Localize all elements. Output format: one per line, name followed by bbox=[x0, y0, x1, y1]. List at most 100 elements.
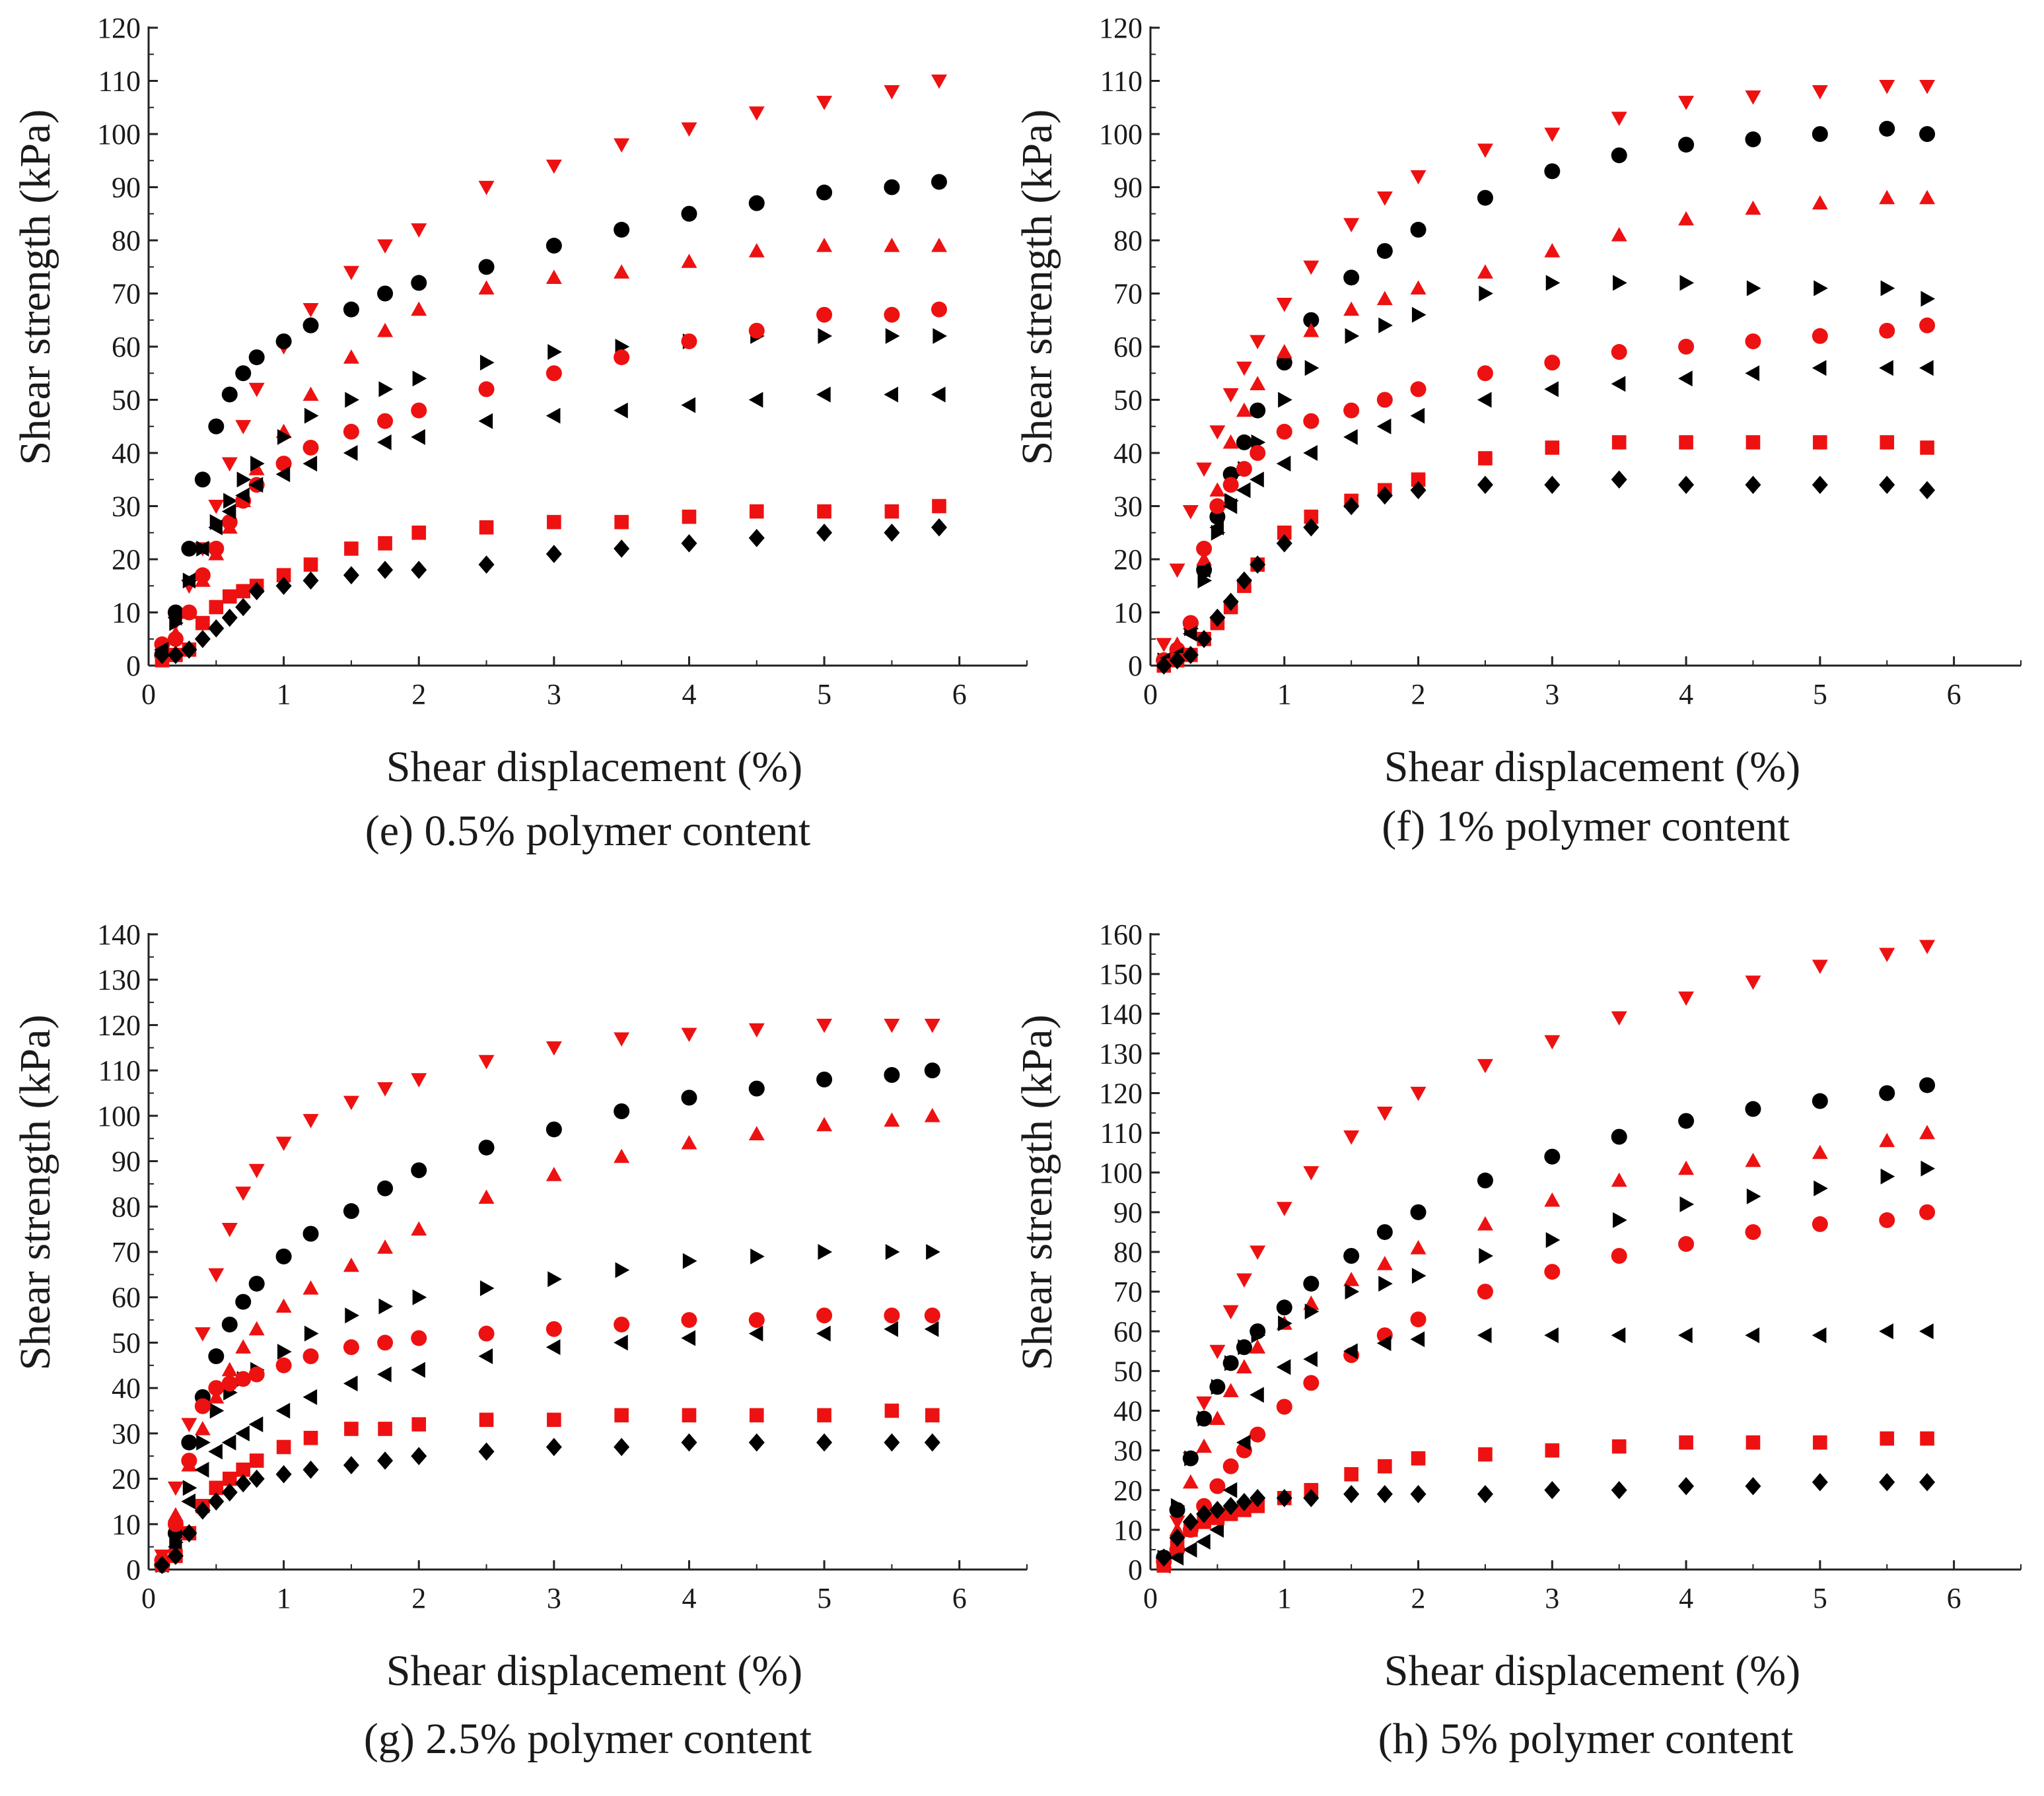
y-tick-label: 40 bbox=[112, 1372, 141, 1404]
data-point bbox=[614, 514, 629, 530]
data-point bbox=[1376, 1106, 1393, 1121]
y-tick-label: 60 bbox=[112, 331, 141, 363]
data-point bbox=[478, 180, 495, 195]
data-point bbox=[1211, 1379, 1226, 1395]
data-point bbox=[235, 1474, 252, 1493]
data-point bbox=[816, 1071, 833, 1088]
data-point bbox=[1812, 126, 1828, 142]
data-point bbox=[748, 1325, 763, 1342]
data-point bbox=[1919, 940, 1936, 955]
data-point bbox=[1745, 90, 1761, 105]
data-point bbox=[343, 1095, 359, 1111]
data-point bbox=[1921, 291, 1936, 307]
data-point bbox=[343, 1375, 358, 1392]
data-point bbox=[1303, 1276, 1320, 1292]
data-point bbox=[275, 576, 292, 596]
data-point bbox=[302, 386, 319, 401]
series-s5 bbox=[1156, 1204, 1936, 1570]
data-point bbox=[344, 1422, 359, 1436]
y-tick-label: 70 bbox=[112, 1236, 141, 1268]
data-point bbox=[1545, 275, 1561, 291]
data-point bbox=[302, 1461, 319, 1479]
data-point bbox=[1611, 1128, 1627, 1145]
data-point bbox=[1919, 190, 1936, 205]
data-point bbox=[1477, 264, 1493, 279]
data-point bbox=[1182, 1474, 1199, 1489]
data-point bbox=[1545, 1231, 1561, 1248]
data-point bbox=[248, 477, 264, 493]
data-point bbox=[478, 280, 495, 295]
chart-panel-h: 0102030405060708090100110120130140150160… bbox=[1013, 918, 2022, 1763]
data-point bbox=[1250, 1339, 1266, 1354]
data-point bbox=[1378, 317, 1393, 333]
y-tick-label: 70 bbox=[1113, 1276, 1143, 1308]
data-point bbox=[681, 1330, 696, 1346]
data-point bbox=[181, 1524, 197, 1542]
data-point bbox=[196, 1434, 211, 1451]
data-point bbox=[1544, 1480, 1561, 1500]
data-point bbox=[302, 571, 319, 590]
data-point bbox=[1477, 1172, 1493, 1189]
series-s2 bbox=[154, 1062, 940, 1573]
data-point bbox=[924, 1018, 940, 1033]
data-point bbox=[1410, 280, 1427, 295]
data-point bbox=[884, 179, 900, 195]
y-tick-label: 90 bbox=[112, 1146, 141, 1178]
y-tick-label: 70 bbox=[1113, 278, 1143, 310]
series-s1 bbox=[154, 74, 947, 658]
data-point bbox=[411, 525, 427, 540]
data-point bbox=[221, 457, 238, 472]
x-tick-label: 4 bbox=[682, 678, 696, 710]
y-axis-title: Shear strength (kPa) bbox=[11, 110, 59, 466]
data-point bbox=[1343, 301, 1360, 316]
data-point bbox=[235, 420, 252, 434]
data-point bbox=[1879, 948, 1895, 963]
x-tick-label: 6 bbox=[952, 1582, 967, 1614]
data-point bbox=[931, 386, 946, 403]
data-point bbox=[1196, 1438, 1213, 1453]
data-point bbox=[154, 1556, 170, 1574]
data-point bbox=[411, 561, 427, 579]
data-point bbox=[1678, 991, 1695, 1006]
series-s1 bbox=[1156, 79, 1936, 652]
data-point bbox=[1182, 1513, 1199, 1531]
data-point bbox=[1745, 975, 1761, 990]
data-point bbox=[411, 1073, 427, 1088]
data-point bbox=[614, 402, 628, 419]
y-tick-label: 80 bbox=[1113, 1236, 1143, 1268]
data-point bbox=[546, 1041, 562, 1056]
data-point bbox=[208, 1348, 225, 1365]
data-point bbox=[181, 604, 197, 621]
data-point bbox=[1477, 1216, 1493, 1231]
x-tick-label: 4 bbox=[682, 1582, 696, 1614]
data-point bbox=[1919, 1077, 1936, 1093]
data-point bbox=[1376, 191, 1393, 206]
data-point bbox=[1410, 1311, 1427, 1328]
data-point bbox=[194, 629, 211, 648]
data-point bbox=[208, 540, 225, 557]
data-point bbox=[478, 1189, 495, 1204]
data-point bbox=[235, 1187, 252, 1201]
data-point bbox=[681, 1312, 697, 1329]
data-point bbox=[816, 96, 833, 110]
data-point bbox=[1919, 481, 1936, 500]
data-point bbox=[1745, 200, 1761, 215]
data-point bbox=[1879, 1323, 1893, 1340]
data-point bbox=[1611, 435, 1627, 450]
data-point bbox=[1544, 127, 1561, 142]
data-point bbox=[1303, 518, 1320, 537]
data-point bbox=[302, 1389, 318, 1405]
data-point bbox=[479, 520, 494, 535]
data-point bbox=[1182, 646, 1199, 664]
series-s7 bbox=[155, 1403, 940, 1572]
data-point bbox=[1410, 170, 1427, 185]
data-point bbox=[1344, 1467, 1358, 1482]
series-s6 bbox=[154, 386, 946, 658]
data-point bbox=[1222, 592, 1239, 611]
data-point bbox=[682, 1253, 697, 1269]
data-point bbox=[1879, 1132, 1895, 1148]
data-point bbox=[1303, 445, 1318, 461]
data-point bbox=[479, 1280, 495, 1296]
data-point bbox=[1250, 335, 1266, 349]
x-tick-label: 6 bbox=[1947, 1582, 1961, 1614]
